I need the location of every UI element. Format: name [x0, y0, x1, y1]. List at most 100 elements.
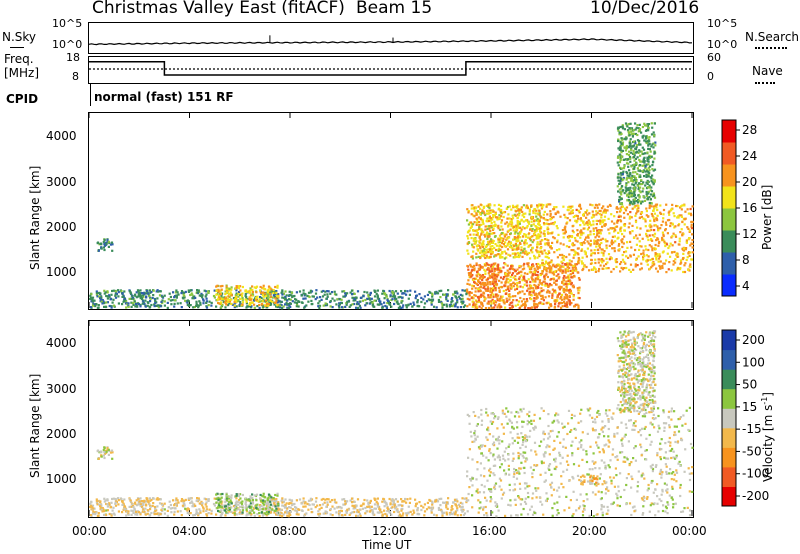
- power-cell: [535, 234, 538, 237]
- power-cell: [510, 246, 513, 249]
- power-cell: [490, 306, 493, 309]
- power-cell: [629, 232, 632, 235]
- power-cell: [647, 238, 650, 242]
- power-cell: [249, 298, 252, 301]
- velocity-cell: [297, 508, 300, 511]
- cpid-text: normal (fast) 151 RF: [94, 90, 234, 104]
- velocity-cell: [98, 499, 101, 502]
- power-cell: [125, 306, 128, 309]
- power-cell: [374, 290, 377, 293]
- power-cell: [631, 183, 634, 186]
- power-cell: [646, 229, 649, 232]
- power-cell: [450, 301, 453, 304]
- velocity-cell: [205, 498, 208, 501]
- power-cell: [682, 270, 685, 274]
- power-cell: [653, 168, 657, 171]
- power-cell: [674, 241, 677, 244]
- power-cell: [625, 188, 628, 191]
- power-cell: [508, 298, 511, 301]
- velocity-cell: [170, 511, 173, 514]
- power-cell: [487, 248, 490, 251]
- power-cell: [370, 297, 373, 300]
- power-cell: [348, 305, 351, 308]
- power-cell: [483, 268, 486, 271]
- power-cell: [533, 297, 536, 300]
- power-cell: [691, 205, 694, 208]
- power-cell: [678, 240, 681, 243]
- power-cell: [99, 297, 102, 300]
- velocity-cell: [465, 497, 468, 500]
- power-cell: [632, 144, 635, 147]
- velocity-cell: [385, 513, 388, 516]
- velocity-cell: [90, 506, 93, 509]
- power-cell: [620, 155, 623, 159]
- power-cell: [184, 290, 187, 293]
- power-cell: [551, 294, 554, 297]
- power-cell: [654, 247, 657, 250]
- power-ytick-2000: 2000: [46, 220, 77, 234]
- power-cell: [462, 305, 465, 309]
- power-cell: [607, 228, 610, 231]
- power-cell: [565, 288, 568, 291]
- velocity-cell: [314, 506, 317, 509]
- velocity-cell: [262, 506, 265, 509]
- power-cell: [640, 245, 643, 248]
- power-cell: [615, 258, 618, 261]
- velocity-cell: [330, 499, 334, 502]
- cpid-label: CPID: [6, 92, 39, 106]
- power-cell: [529, 257, 532, 260]
- power-cell: [576, 229, 579, 232]
- power-cell: [543, 210, 546, 213]
- velocity-cell: [109, 506, 112, 509]
- velocity-cell: [351, 511, 354, 514]
- power-cell: [535, 215, 538, 218]
- power-cell: [538, 266, 541, 269]
- power-cell: [295, 291, 298, 294]
- power-cell: [621, 258, 625, 261]
- power-cell: [586, 213, 589, 216]
- velocity-cell: [110, 501, 113, 504]
- velocity-cell: [89, 504, 93, 507]
- power-cell: [351, 296, 354, 299]
- power-cell: [547, 267, 551, 270]
- power-cell: [659, 204, 662, 207]
- power-cell: [493, 274, 496, 277]
- velocity-cell: [286, 514, 289, 517]
- power-cell: [235, 299, 238, 302]
- power-cell: [287, 302, 290, 306]
- power-cell: [674, 235, 678, 238]
- power-cell: [666, 252, 669, 255]
- power-cell: [519, 251, 522, 254]
- power-cell: [645, 181, 648, 184]
- power-cell: [648, 138, 651, 141]
- power-cell: [516, 232, 520, 235]
- power-cell: [636, 264, 639, 267]
- power-cell: [558, 276, 561, 279]
- power-cell: [650, 133, 654, 136]
- power-cell: [634, 248, 637, 252]
- power-cell: [483, 298, 487, 301]
- power-cell: [551, 292, 554, 295]
- power-cell: [642, 249, 645, 252]
- velocity-cell: [365, 510, 368, 513]
- velocity-cell: [102, 454, 105, 457]
- velocity-cell: [445, 504, 448, 507]
- velocity-cell: [347, 508, 351, 511]
- power-cell: [519, 291, 522, 294]
- power-cell: [620, 144, 623, 147]
- power-cell: [540, 287, 543, 290]
- power-cell: [497, 203, 501, 206]
- power-cell: [228, 300, 232, 303]
- power-cell: [456, 301, 459, 304]
- power-cell: [617, 164, 620, 167]
- power-cell: [172, 291, 175, 294]
- power-cell: [628, 268, 631, 271]
- velocity-cell: [369, 499, 372, 502]
- power-cell: [570, 276, 573, 279]
- velocity-cell: [132, 505, 135, 509]
- power-cell: [671, 203, 674, 206]
- power-cell: [642, 152, 645, 155]
- power-cell: [524, 212, 527, 215]
- power-cell: [592, 233, 595, 236]
- velocity-cell: [253, 507, 256, 510]
